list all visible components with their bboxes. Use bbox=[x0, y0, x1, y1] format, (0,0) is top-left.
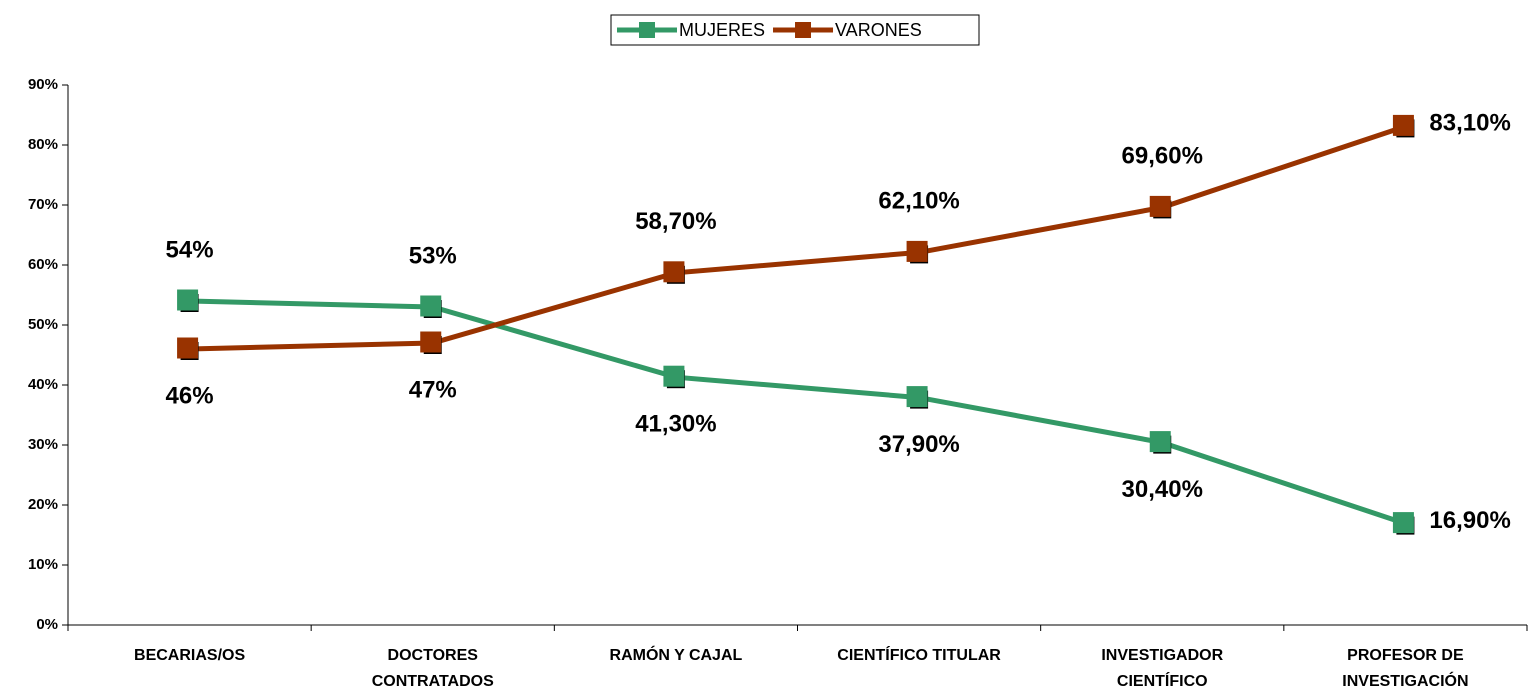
y-tick-label: 90% bbox=[28, 76, 58, 93]
y-tick-label: 30% bbox=[28, 436, 58, 453]
data-point bbox=[906, 240, 928, 262]
data-label: 46% bbox=[166, 382, 214, 409]
y-tick-label: 80% bbox=[28, 136, 58, 153]
data-point bbox=[906, 386, 928, 408]
x-tick-label: PROFESOR DE INVESTIGACIÓN bbox=[1342, 647, 1469, 690]
series-line bbox=[189, 124, 1407, 352]
data-label: 41,30% bbox=[635, 411, 716, 438]
data-label: 62,10% bbox=[878, 188, 959, 215]
y-tick-label: 20% bbox=[28, 496, 58, 513]
data-label: 47% bbox=[409, 376, 457, 403]
data-label: 83,10% bbox=[1429, 110, 1510, 137]
legend-marker bbox=[795, 22, 812, 38]
data-point bbox=[1392, 114, 1414, 136]
y-tick-label: 40% bbox=[28, 376, 58, 393]
data-point bbox=[177, 289, 199, 311]
data-label: 30,40% bbox=[1122, 476, 1203, 503]
data-label: 37,90% bbox=[878, 431, 959, 458]
y-tick-label: 10% bbox=[28, 556, 58, 573]
data-point bbox=[663, 365, 685, 387]
series-line bbox=[189, 298, 1407, 526]
x-tick-label: DOCTORES CONTRATADOS bbox=[371, 647, 494, 690]
y-tick-label: 70% bbox=[28, 196, 58, 213]
data-point bbox=[1392, 512, 1414, 534]
legend-marker bbox=[639, 22, 655, 38]
y-tick-label: 50% bbox=[28, 316, 58, 333]
legend-label: MUJERES bbox=[679, 20, 765, 40]
data-point bbox=[663, 261, 685, 283]
x-tick-label: RAMÓN Y CAJAL bbox=[609, 647, 743, 664]
x-tick-label: CIENTÍFICO TITULAR bbox=[837, 647, 1001, 664]
data-point bbox=[420, 331, 442, 353]
data-point bbox=[1149, 431, 1171, 453]
data-label: 58,70% bbox=[635, 208, 716, 235]
data-label: 16,90% bbox=[1429, 507, 1510, 534]
x-tick-label: BECARIAS/OS bbox=[134, 647, 246, 664]
data-label: 53% bbox=[409, 242, 457, 269]
data-label: 54% bbox=[166, 236, 214, 263]
legend-label: VARONES bbox=[835, 20, 922, 40]
data-point bbox=[420, 295, 442, 317]
data-point bbox=[177, 337, 199, 359]
data-point bbox=[1149, 195, 1171, 217]
y-tick-label: 60% bbox=[28, 256, 58, 273]
x-tick-label: INVESTIGADOR CIENTÍFICO bbox=[1101, 647, 1224, 690]
data-label: 69,60% bbox=[1122, 143, 1203, 170]
y-tick-label: 0% bbox=[36, 616, 58, 633]
